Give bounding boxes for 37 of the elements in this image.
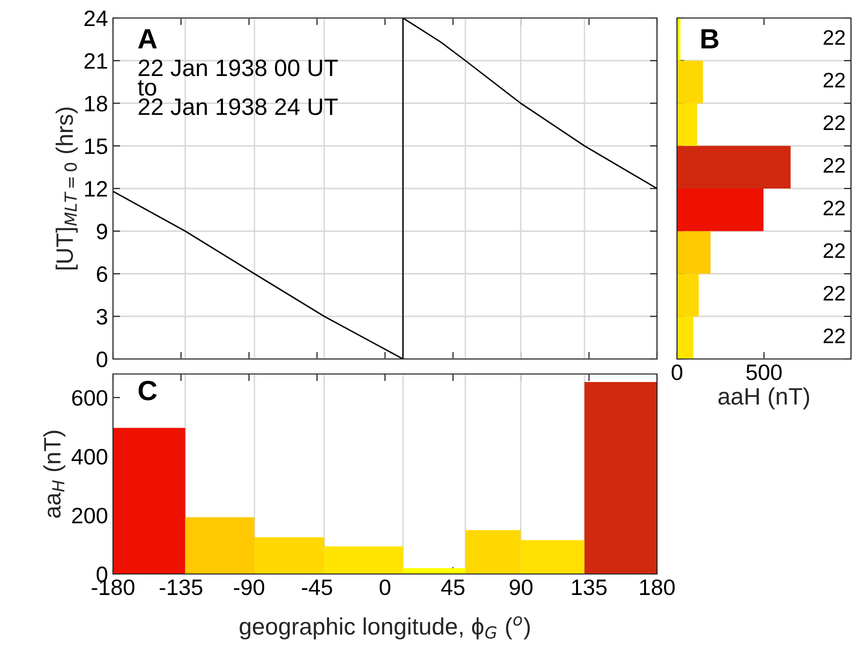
y-tick-label: 24 [84,10,108,26]
annotation: 22 [824,72,845,88]
y-tick-label: 200 [72,508,108,524]
y-tick-label: 600 [72,390,108,406]
x-axis-title: aaH (nT) [718,387,810,410]
x-tick-label: -45 [302,580,332,596]
y-tick-label: 18 [85,96,108,112]
x-tick-label: 90 [510,579,532,596]
annotation: 22 [824,243,845,258]
annotation: 22 [824,115,845,130]
x-axis-title: geographic longitude, ϕ$_{G}$ ($^{o}$) [240,616,530,640]
x-tick-label: 0 [380,579,390,596]
y-tick-label: 9 [96,224,108,240]
annotation: 22 [824,200,845,216]
x-tick-label: 500 [746,364,782,380]
y-axis-title: [UT]$_{MLT=0}$ (hrs) [56,108,78,270]
x-tick-label: -135 [160,579,202,596]
y-tick-label: 400 [72,448,108,465]
annotation: 22 [824,30,845,45]
y-tick-label: 12 [85,181,108,197]
y-tick-label: 6 [96,266,108,282]
x-tick-label: -90 [234,579,264,596]
chart-title: C [138,380,157,400]
annotation: 22 Jan 1938 00 UT to 22 Jan 1938 24 UT [138,60,338,116]
chart-title: B [701,29,718,48]
annotation: 22 [824,328,845,344]
x-tick-label: 45 [441,580,464,596]
y-tick-label: 15 [85,138,108,154]
annotation: 22 [824,286,845,300]
y-axis-title: aa$_{H}$ (nT) [43,430,66,518]
y-tick-label: 0 [96,352,108,368]
x-tick-label: 180 [640,579,675,596]
x-tick-label: 135 [572,579,607,596]
annotation: 22 [824,158,845,173]
chart-title: A [138,29,157,48]
y-tick-label: 21 [84,53,108,69]
y-tick-label: 3 [96,308,108,325]
